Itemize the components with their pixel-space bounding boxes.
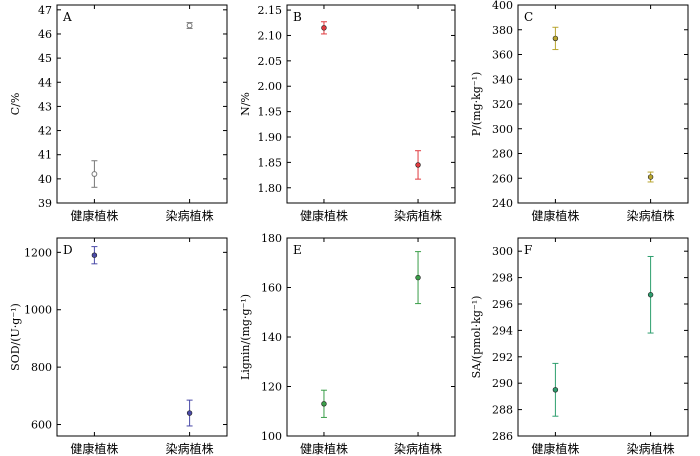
y-tick-label: 44 [38, 76, 52, 89]
y-tick-label: 42 [38, 125, 52, 138]
plot-frame [56, 4, 228, 204]
y-tick-label: 45 [38, 52, 52, 65]
y-axis-label: N/% [239, 92, 252, 116]
y-tick-label: 292 [492, 351, 513, 364]
y-tick-label: 240 [492, 197, 513, 210]
data-point [91, 171, 98, 177]
y-tick-label: 600 [31, 419, 52, 432]
panel-a: A 39 40 41 42 43 44 45 46 47 C/% 健康植株 染病植株 [9, 4, 228, 223]
panel-letter: E [293, 243, 302, 257]
y-tick-label: 1.80 [258, 182, 283, 195]
panel-letter: A [62, 10, 72, 24]
y-tick-label: 2.15 [258, 4, 283, 17]
y-axis-label: P/(mg·kg⁻¹) [470, 72, 483, 137]
y-tick-label: 1.85 [258, 156, 283, 169]
data-point [321, 401, 327, 407]
y-axis-label: Lignin/(mg·g⁻¹) [239, 294, 252, 380]
y-tick-label: 800 [31, 361, 52, 374]
y-tick-label: 1.90 [258, 131, 283, 144]
y-tick-label: 47 [38, 4, 52, 17]
y-tick-label: 43 [38, 100, 52, 113]
y-tick-label: 39 [38, 197, 52, 210]
data-point [415, 162, 421, 168]
y-tick-label: 298 [492, 272, 513, 285]
y-tick-label: 160 [261, 282, 282, 295]
data-point [647, 174, 654, 180]
y-tick-label: 120 [261, 381, 282, 394]
y-tick-label: 2.10 [258, 29, 283, 42]
x-tick-label: 健康植株 [531, 441, 579, 456]
panel-c: C 240 260 280 300 320 340 360 380 400 P/(mg·kg⁻¹) 健… [470, 0, 689, 223]
y-tick-label: 380 [492, 24, 513, 37]
data-point [552, 387, 559, 393]
data-point [321, 25, 327, 31]
x-tick-label: 染病植株 [166, 441, 214, 456]
y-axis-label: SOD/(U·g⁻¹) [9, 303, 22, 371]
x-tick-label: 健康植株 [300, 441, 348, 456]
y-tick-label: 286 [492, 430, 513, 443]
y-tick-label: 46 [38, 28, 52, 41]
x-tick-label: 染病植株 [394, 208, 442, 223]
y-tick-label: 300 [492, 245, 513, 258]
y-tick-label: 40 [38, 173, 52, 186]
plot-frame [517, 237, 689, 437]
y-tick-label: 320 [492, 98, 513, 111]
panel-letter: F [524, 243, 532, 257]
panel-b: B 1.80 1.85 1.90 1.95 2.00 2.05 2.10 2.15 N/% 健康植株… [239, 4, 456, 223]
y-tick-label: 290 [492, 377, 513, 390]
y-tick-label: 340 [492, 73, 513, 86]
y-tick-label: 296 [492, 298, 513, 311]
panel-letter: B [293, 10, 302, 24]
y-tick-label: 2.05 [258, 55, 283, 68]
data-point [415, 274, 421, 281]
panel-f: F 286 288 290 292 294 296 298 300 SA/(pmol·kg⁻¹) 健… [470, 237, 689, 456]
plot-frame [286, 4, 456, 204]
x-tick-label: 染病植株 [627, 208, 675, 223]
x-tick-label: 健康植株 [300, 208, 348, 223]
x-tick-label: 健康植株 [531, 208, 579, 223]
y-tick-label: 294 [492, 324, 513, 337]
data-point [186, 22, 193, 29]
x-tick-label: 健康植株 [70, 208, 118, 223]
y-tick-label: 140 [261, 331, 282, 344]
y-tick-label: 1.95 [258, 106, 283, 119]
y-tick-label: 360 [492, 49, 513, 62]
y-tick-label: 1000 [24, 304, 52, 317]
panel-d: D 600 800 1000 1200 SOD/(U·g⁻¹) 健康植株 染病植株 [9, 237, 228, 456]
plot-frame [56, 237, 228, 437]
panel-e: E 100 120 140 160 180 Lignin/(mg·g⁻¹) 健康植株 染病植株 [239, 232, 456, 456]
y-tick-label: 2.00 [258, 80, 283, 93]
data-point [552, 35, 559, 42]
data-point [186, 410, 193, 416]
y-tick-label: 100 [261, 430, 282, 443]
y-tick-label: 1200 [24, 246, 52, 259]
x-tick-label: 染病植株 [166, 208, 214, 223]
data-point [647, 292, 654, 298]
x-tick-label: 染病植株 [627, 441, 675, 456]
x-tick-label: 染病植株 [394, 441, 442, 456]
plot-frame [517, 4, 689, 204]
panel-letter: C [524, 10, 533, 24]
x-tick-label: 健康植株 [70, 441, 118, 456]
y-tick-label: 400 [492, 0, 513, 12]
y-tick-label: 260 [492, 172, 513, 185]
panel-letter: D [63, 243, 73, 257]
y-tick-label: 280 [492, 148, 513, 161]
y-tick-label: 300 [492, 123, 513, 136]
plot-frame [286, 237, 456, 437]
y-tick-label: 288 [492, 404, 513, 417]
data-point [91, 252, 98, 258]
y-axis-label: C/% [9, 93, 22, 116]
y-tick-label: 180 [261, 232, 282, 245]
y-tick-label: 41 [38, 149, 52, 162]
y-axis-label: SA/(pmol·kg⁻¹) [470, 296, 483, 379]
